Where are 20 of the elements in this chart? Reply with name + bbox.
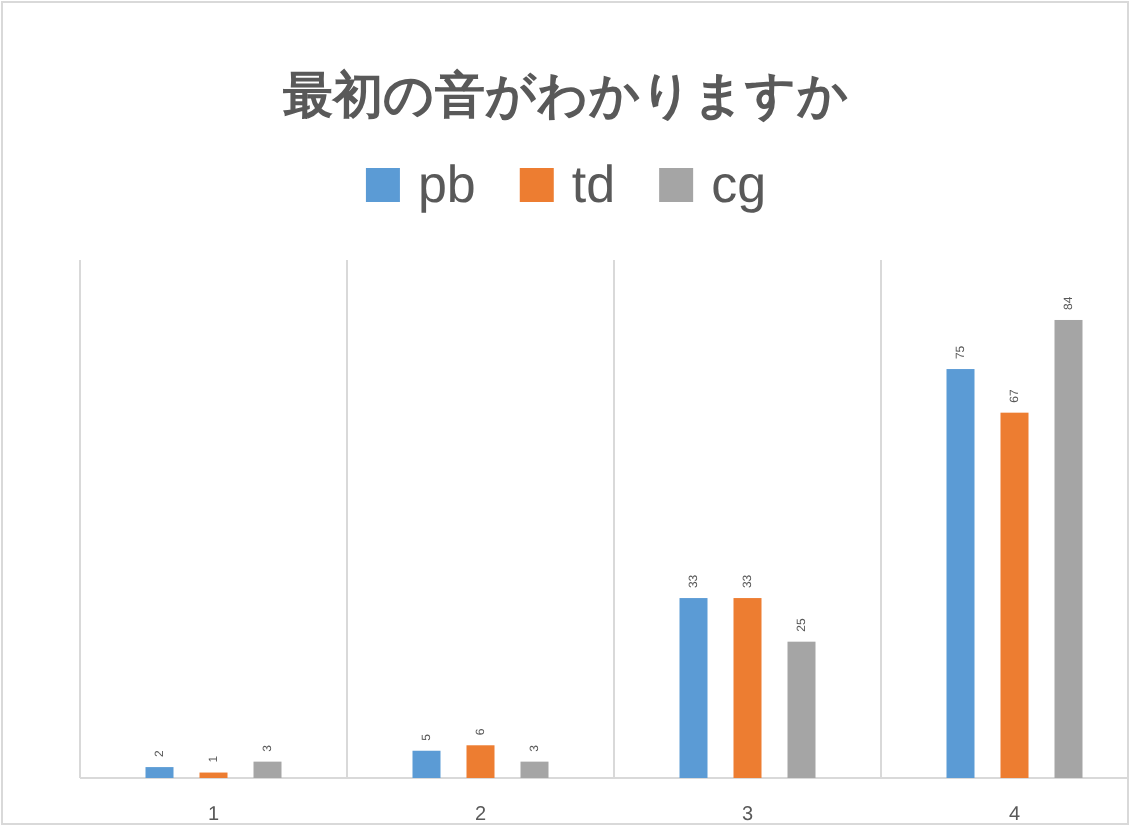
bar	[520, 761, 549, 778]
legend-label: pb	[417, 154, 476, 214]
x-tick-label: 2	[474, 804, 487, 826]
legend-label: td	[571, 154, 616, 214]
bar	[199, 772, 228, 778]
bar	[145, 767, 174, 778]
bar	[733, 598, 762, 778]
bar	[679, 598, 708, 778]
x-tick-label: 3	[741, 804, 754, 826]
legend-label: cg	[711, 154, 767, 214]
bar	[466, 745, 495, 778]
x-tick-label: 1	[207, 804, 220, 826]
bar	[1000, 412, 1029, 778]
bar	[412, 750, 441, 778]
bar	[253, 761, 282, 778]
bar	[787, 641, 816, 778]
bar	[1054, 319, 1083, 778]
bar	[946, 369, 975, 778]
chart-title: 最初の音がわかりますか	[281, 68, 849, 124]
x-tick-label: 4	[1008, 804, 1021, 826]
